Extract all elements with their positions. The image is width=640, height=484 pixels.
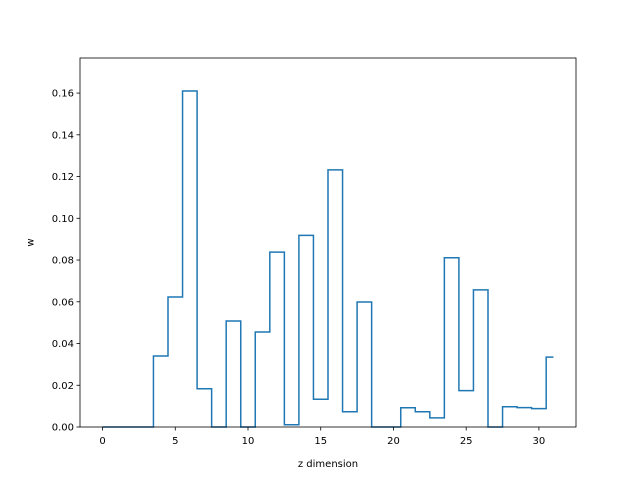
y-axis-label: w — [26, 238, 37, 246]
y-tick-label: 0.10 — [52, 214, 74, 225]
y-tick-label: 0.02 — [52, 381, 74, 392]
x-axis-label: z dimension — [298, 459, 358, 470]
x-tick-label: 25 — [460, 436, 473, 447]
series-step-line — [102, 90, 554, 428]
x-tick-label: 0 — [99, 436, 105, 447]
x-tick-label: 20 — [387, 436, 400, 447]
y-tick-label: 0.12 — [52, 172, 74, 183]
x-tick-label: 10 — [242, 436, 255, 447]
x-axis-ticks: 0 5 10 15 20 25 30 — [99, 427, 545, 447]
y-tick-label: 0.04 — [52, 339, 74, 350]
x-tick-label: 30 — [533, 436, 546, 447]
y-tick-label: 0.16 — [52, 89, 74, 100]
plot-area — [102, 90, 554, 428]
y-tick-label: 0.00 — [52, 423, 74, 434]
x-tick-label: 15 — [314, 436, 327, 447]
y-axis-ticks: 0.00 0.02 0.04 0.06 0.08 0.10 0.12 0.14 0.16 — [52, 89, 80, 434]
axes-frame — [79, 57, 577, 428]
y-tick-label: 0.14 — [52, 130, 74, 141]
y-tick-label: 0.08 — [52, 256, 74, 267]
y-tick-label: 0.06 — [52, 297, 74, 308]
x-tick-label: 5 — [172, 436, 178, 447]
